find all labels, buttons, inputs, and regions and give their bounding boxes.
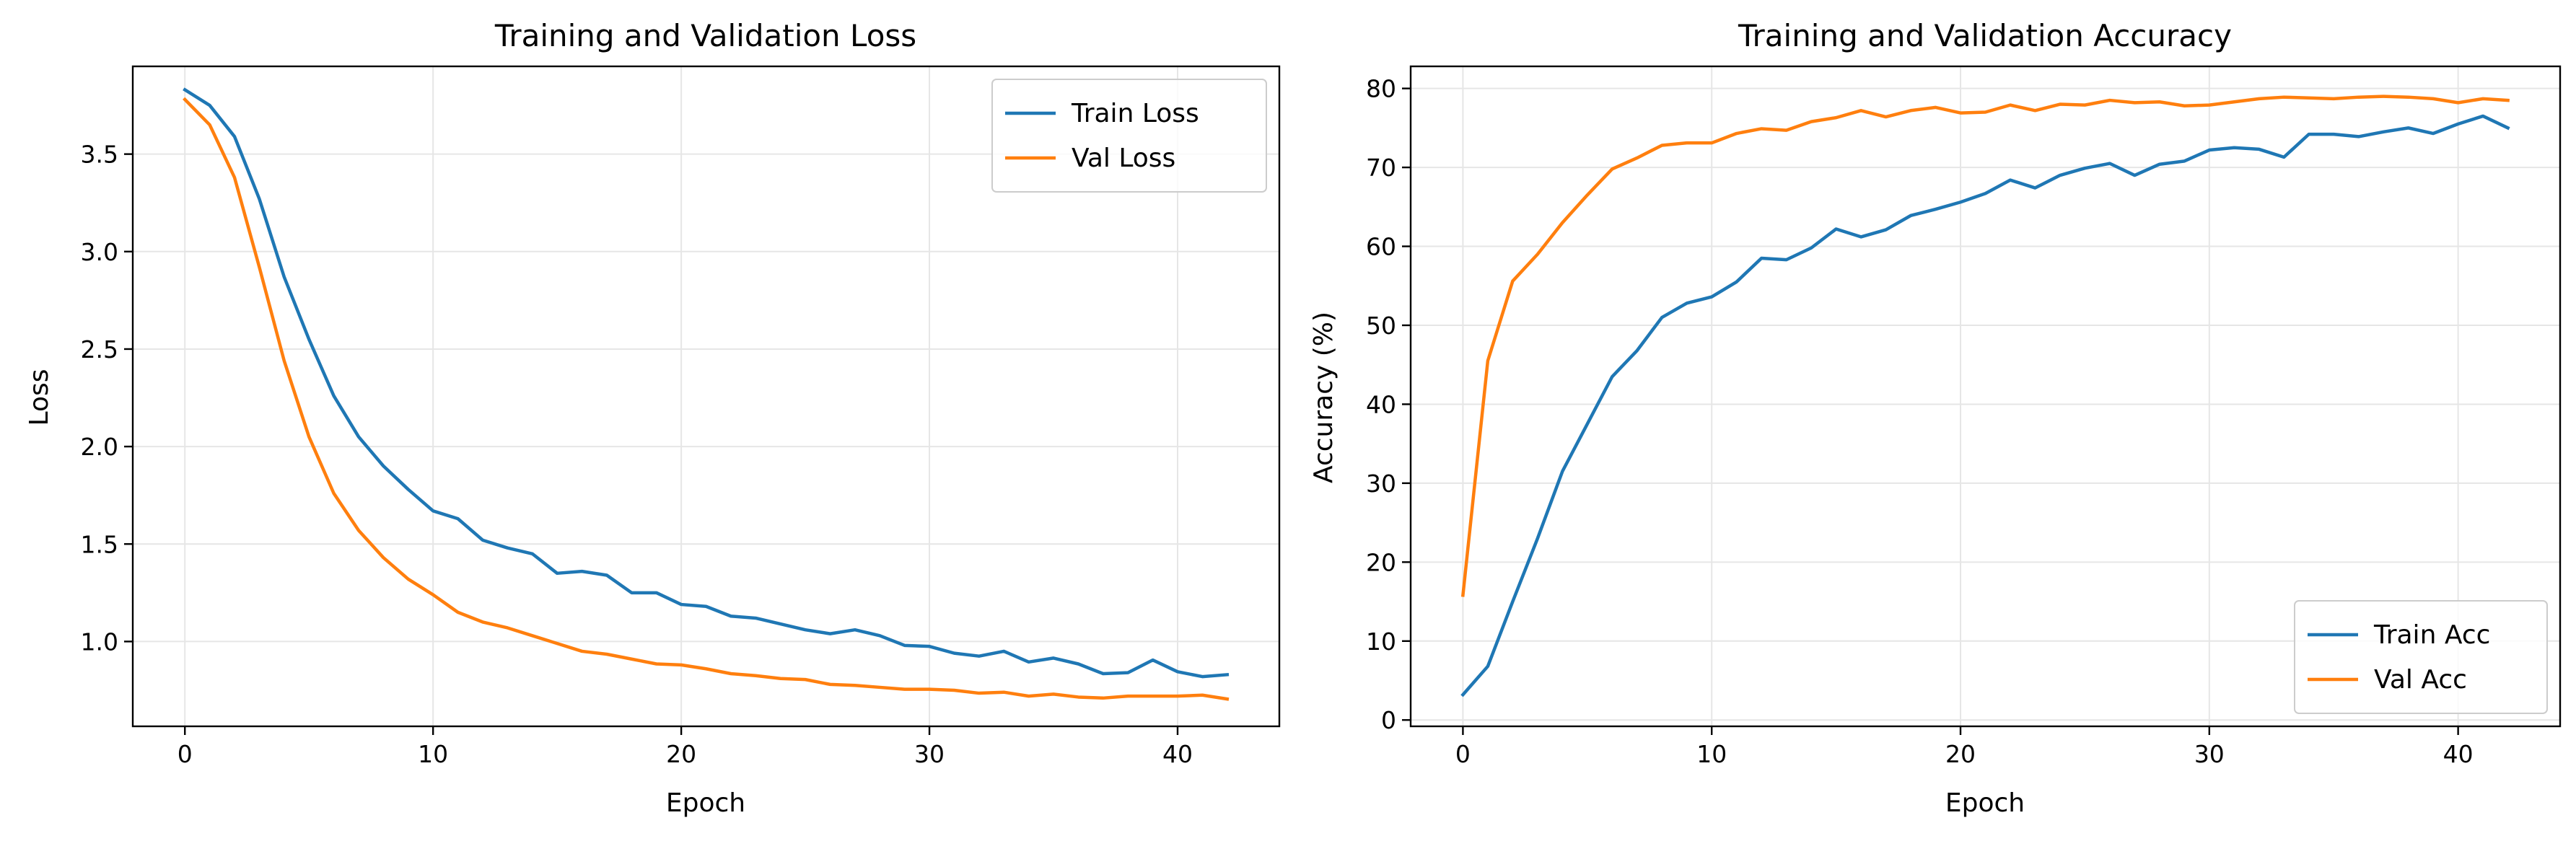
loss-chart-xtick-label-10: 10	[418, 740, 448, 768]
loss-chart-xtick-label-20: 20	[666, 740, 696, 768]
loss-chart-xtick-label-0: 0	[178, 740, 193, 768]
accuracy-chart-ylabel: Accuracy (%)	[1309, 312, 1339, 483]
loss-chart-series	[183, 87, 1230, 701]
loss-chart-grid	[133, 66, 1279, 726]
loss-chart-ytick-label-3-5: 3.5	[81, 141, 118, 169]
accuracy-chart-xlabel: Epoch	[1945, 788, 2025, 818]
accuracy-chart-xtick-label-0: 0	[1455, 740, 1471, 768]
loss-chart-xtick-label-30: 30	[914, 740, 945, 768]
series-line-val-loss	[183, 97, 1230, 701]
legend-label-val-acc: Val Acc	[2374, 665, 2467, 695]
accuracy-chart-ytick-label-0: 0	[1381, 706, 1396, 734]
accuracy-chart-ytick-label-30: 30	[1366, 470, 1396, 498]
accuracy-chart-ytick-label-40: 40	[1366, 390, 1396, 418]
accuracy-chart-ytick-label-70: 70	[1366, 154, 1396, 182]
loss-chart-ytick-label-1: 1.0	[81, 628, 118, 656]
series-line-val-acc	[1460, 94, 2510, 597]
accuracy-chart-legend: Train Acc Val Acc	[2294, 600, 2548, 714]
accuracy-chart-title: Training and Validation Accuracy	[1738, 18, 2232, 53]
loss-chart-ticks: 0 10 20 30 40 1.0 1.5 2.0 2.5 3.0 3.5	[81, 141, 1193, 768]
loss-chart-ytick-label-3: 3.0	[81, 238, 118, 266]
series-line-train-loss	[183, 87, 1230, 679]
accuracy-chart-xtick-label-40: 40	[2443, 740, 2474, 768]
accuracy-chart-ytick-label-50: 50	[1366, 312, 1396, 340]
accuracy-chart-series	[1460, 94, 2510, 697]
accuracy-chart-ytick-label-20: 20	[1366, 548, 1396, 576]
loss-chart-title: Training and Validation Loss	[494, 18, 916, 53]
accuracy-chart-ytick-label-60: 60	[1366, 233, 1396, 261]
loss-chart-legend: Train Loss Val Loss	[991, 79, 1267, 193]
accuracy-chart-ytick-label-10: 10	[1366, 628, 1396, 656]
legend-entry-train-loss: Train Loss	[1005, 99, 1199, 128]
accuracy-chart-xtick-label-30: 30	[2194, 740, 2225, 768]
legend-label-train-loss: Train Loss	[1071, 99, 1199, 128]
loss-chart-legend-box	[991, 79, 1267, 193]
series-line-train-acc	[1460, 114, 2510, 697]
accuracy-chart-ticks: 0 10 20 30 40 0 10 20 30 40 50 60 70 80	[1366, 75, 2474, 768]
legend-entry-val-loss: Val Loss	[1005, 144, 1175, 173]
legend-label-train-acc: Train Acc	[2373, 620, 2490, 650]
accuracy-chart-grid	[1411, 66, 2560, 726]
loss-chart-xtick-label-40: 40	[1162, 740, 1193, 768]
loss-chart-axes-frame	[131, 65, 1281, 728]
accuracy-chart-legend-box	[2294, 600, 2548, 714]
loss-chart-ylabel: Loss	[25, 369, 54, 426]
loss-chart-xlabel: Epoch	[666, 788, 745, 818]
accuracy-chart-xtick-label-10: 10	[1696, 740, 1727, 768]
legend-label-val-loss: Val Loss	[1072, 144, 1175, 173]
loss-chart-ytick-label-1-5: 1.5	[81, 530, 118, 558]
accuracy-chart: Training and Validation Accuracy Epoch A…	[1309, 18, 2562, 818]
loss-chart-ytick-label-2: 2.0	[81, 433, 118, 461]
accuracy-chart-xtick-label-20: 20	[1945, 740, 1976, 768]
loss-chart-ytick-label-2-5: 2.5	[81, 335, 118, 364]
accuracy-chart-ytick-label-80: 80	[1366, 75, 1396, 103]
legend-entry-val-acc: Val Acc	[2308, 665, 2467, 695]
legend-entry-train-acc: Train Acc	[2308, 620, 2490, 650]
accuracy-chart-axes-frame	[1409, 65, 2562, 728]
loss-chart: Training and Validation Loss Epoch Loss …	[25, 18, 1281, 818]
